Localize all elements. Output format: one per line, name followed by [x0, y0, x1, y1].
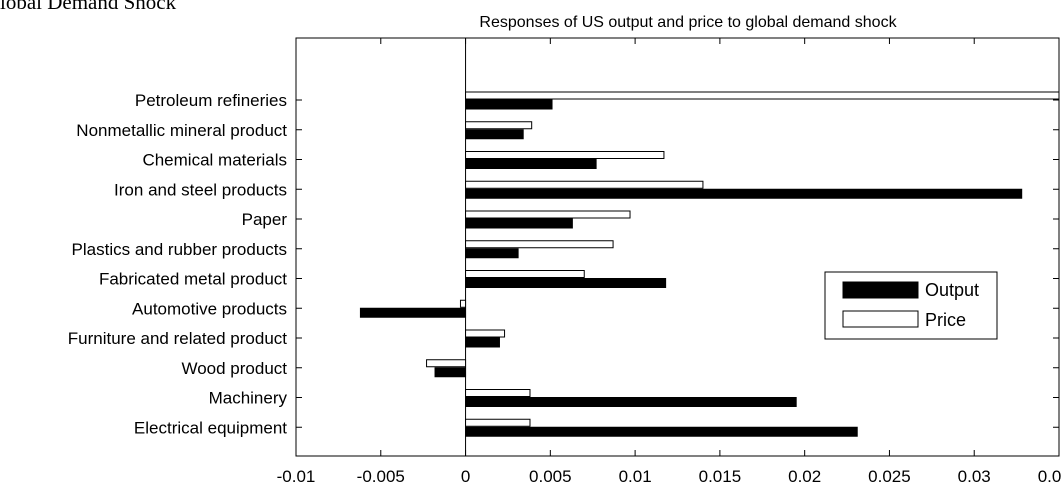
category-label: Electrical equipment — [134, 418, 287, 437]
axis-ticks — [295, 38, 1060, 456]
x-tick-label: 0.035 — [1038, 467, 1062, 486]
x-tick-label: -0.005 — [357, 467, 405, 486]
category-label: Nonmetallic mineral product — [76, 121, 287, 140]
category-label: Paper — [242, 210, 288, 229]
output-bar — [465, 129, 524, 140]
x-tick-label: 0.005 — [529, 467, 572, 486]
category-label: Fabricated metal product — [99, 270, 287, 289]
legend-swatch-output — [842, 281, 919, 299]
output-bar — [434, 367, 467, 378]
category-label: Petroleum refineries — [135, 91, 287, 110]
price-bar — [465, 121, 533, 130]
category-label: Chemical materials — [142, 151, 287, 170]
legend-swatch-price — [842, 310, 919, 328]
price-bar — [465, 270, 585, 278]
x-tick-label: 0.025 — [868, 467, 911, 486]
category-label: Plastics and rubber products — [72, 240, 287, 259]
chart-title: Responses of US output and price to glob… — [479, 14, 897, 31]
output-bar — [465, 159, 597, 169]
output-bar — [465, 337, 500, 348]
x-tick-labels: -0.01 -0.005 0 0.005 0.01 0.015 0.02 0.025 0.03 0… — [277, 467, 1062, 486]
output-bar — [465, 248, 519, 259]
price-bar — [465, 151, 665, 159]
price-bar — [465, 240, 614, 249]
category-label: Furniture and related product — [68, 329, 288, 348]
output-bar — [465, 278, 667, 288]
output-bar — [359, 307, 467, 318]
category-label: Automotive products — [132, 299, 287, 318]
plot-frame — [295, 37, 1060, 457]
output-bar — [465, 99, 553, 110]
legend-label-output: Output — [925, 280, 979, 300]
category-label: Iron and steel products — [114, 180, 287, 199]
price-bar — [465, 91, 1060, 100]
price-bar — [426, 359, 467, 368]
bars — [359, 91, 1060, 437]
x-tick-label: 0 — [461, 467, 470, 486]
x-tick-label: 0.01 — [619, 467, 652, 486]
price-bar — [465, 329, 506, 338]
price-bar — [465, 180, 704, 189]
x-tick-label: -0.01 — [277, 467, 316, 486]
price-bar — [465, 418, 531, 427]
output-bar — [465, 188, 1023, 199]
output-bar — [465, 397, 797, 407]
price-bar — [465, 210, 631, 219]
x-tick-label: 0.02 — [788, 467, 821, 486]
legend-label-price: Price — [925, 310, 966, 330]
category-labels: Petroleum refineries Nonmetallic mineral … — [68, 91, 288, 437]
price-bar — [465, 389, 531, 397]
price-bar — [459, 299, 467, 308]
category-label: Wood product — [181, 359, 287, 378]
output-bar — [465, 218, 573, 229]
x-tick-label: 0.015 — [699, 467, 742, 486]
x-tick-label: 0.03 — [958, 467, 991, 486]
legend: Output Price — [824, 271, 998, 340]
output-bar — [465, 426, 858, 437]
page-header-text: lobal Demand Shock — [0, 0, 177, 14]
category-label: Machinery — [209, 389, 288, 408]
